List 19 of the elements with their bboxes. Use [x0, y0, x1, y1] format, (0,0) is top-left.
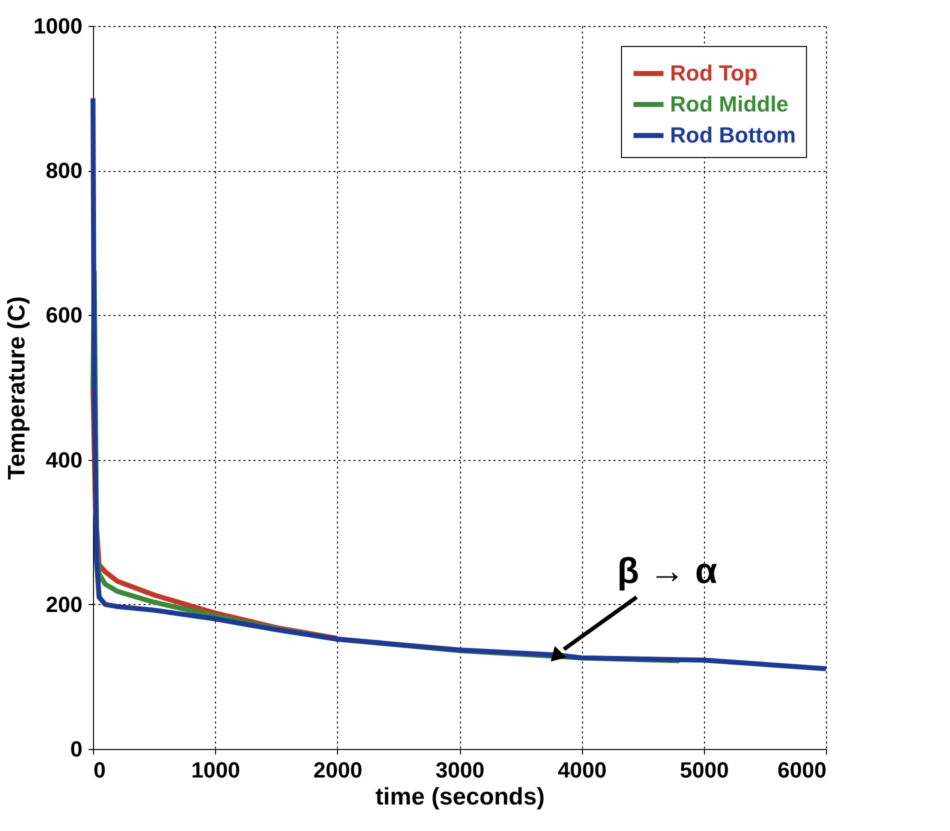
- legend-label: Rod Top: [670, 60, 758, 86]
- x-tick-label: 1000: [191, 758, 240, 782]
- legend-label: Rod Middle: [670, 92, 789, 116]
- x-axis-title: time (seconds): [375, 784, 545, 810]
- x-tick-label: 3000: [436, 758, 484, 782]
- y-tick-label: 0: [70, 736, 82, 762]
- annotation: β → α: [617, 550, 718, 591]
- y-axis-title: Temperature (C): [4, 296, 31, 480]
- x-tick-label: 5000: [680, 758, 729, 782]
- y-tick-label: 400: [46, 447, 82, 472]
- legend-label: Rod Bottom: [670, 122, 796, 148]
- x-tick-label: 4000: [558, 758, 607, 782]
- y-tick-label: 600: [46, 302, 82, 328]
- y-tick-label: 200: [46, 592, 82, 617]
- x-tick-label: 2000: [313, 758, 362, 782]
- y-tick-label: 800: [46, 158, 82, 184]
- x-tick-label: 6000: [778, 758, 826, 782]
- x-tick-label: 0: [94, 758, 106, 782]
- y-tick-label: 1000: [34, 14, 82, 38]
